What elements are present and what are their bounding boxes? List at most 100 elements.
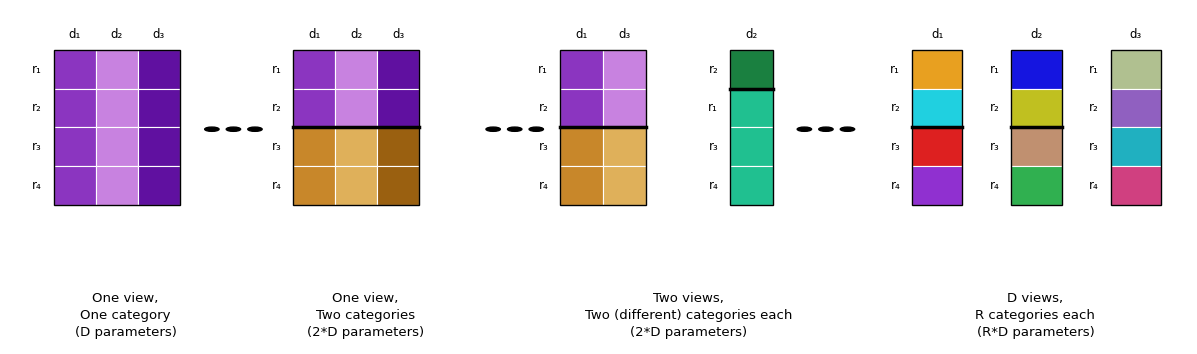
Text: One view,
Two categories
(2*D parameters): One view, Two categories (2*D parameters…	[306, 292, 424, 339]
Text: r₂: r₂	[709, 63, 718, 75]
Text: D views,
R categories each
(R*D parameters): D views, R categories each (R*D paramete…	[976, 292, 1095, 339]
Circle shape	[819, 127, 833, 131]
Bar	[293, 50, 419, 205]
Bar	[54, 50, 96, 88]
Text: r₃: r₃	[272, 141, 281, 153]
Text: r₃: r₃	[891, 141, 900, 153]
Text: r₂: r₂	[32, 102, 42, 114]
Text: r₁: r₁	[32, 63, 42, 75]
Text: r₁: r₁	[709, 102, 718, 114]
Text: d₃: d₃	[152, 28, 165, 41]
Text: d₁: d₁	[68, 28, 81, 41]
Bar	[335, 127, 377, 166]
Bar	[560, 50, 646, 205]
Text: d₃: d₃	[391, 28, 405, 41]
Text: r₄: r₄	[891, 179, 900, 192]
Bar	[730, 166, 773, 205]
Bar	[293, 166, 335, 205]
Circle shape	[529, 127, 543, 131]
Text: r₂: r₂	[539, 102, 548, 114]
Text: r₁: r₁	[272, 63, 281, 75]
Text: r₄: r₄	[272, 179, 281, 192]
Bar	[96, 50, 138, 88]
Bar	[54, 50, 180, 205]
Bar	[1011, 166, 1062, 205]
Bar	[912, 166, 962, 205]
Bar	[138, 88, 180, 127]
Bar	[293, 50, 335, 88]
Text: d₁: d₁	[308, 28, 321, 41]
Bar	[54, 127, 96, 166]
Bar	[335, 50, 377, 88]
Bar	[1011, 50, 1062, 205]
Bar	[603, 50, 646, 88]
Text: d₁: d₁	[931, 28, 943, 41]
Bar	[335, 88, 377, 127]
Circle shape	[248, 127, 262, 131]
Bar	[1111, 88, 1161, 127]
Circle shape	[226, 127, 241, 131]
Bar	[377, 166, 419, 205]
Bar	[138, 50, 180, 88]
Text: r₂: r₂	[272, 102, 281, 114]
Bar	[293, 127, 335, 166]
Text: r₃: r₃	[32, 141, 42, 153]
Text: r₁: r₁	[539, 63, 548, 75]
Text: r₂: r₂	[891, 102, 900, 114]
Circle shape	[508, 127, 522, 131]
Text: r₁: r₁	[891, 63, 900, 75]
Bar	[560, 50, 603, 88]
Text: r₁: r₁	[1089, 63, 1099, 75]
Bar	[1111, 166, 1161, 205]
Bar	[912, 50, 962, 205]
Text: d₃: d₃	[619, 28, 631, 41]
Bar	[96, 127, 138, 166]
Bar	[603, 166, 646, 205]
Bar	[560, 88, 603, 127]
Text: r₄: r₄	[539, 179, 548, 192]
Bar	[1011, 50, 1062, 88]
Bar	[730, 127, 773, 166]
Text: r₄: r₄	[1089, 179, 1099, 192]
Text: r₃: r₃	[1089, 141, 1099, 153]
Bar	[912, 127, 962, 166]
Bar	[377, 127, 419, 166]
Bar	[96, 88, 138, 127]
Text: r₃: r₃	[990, 141, 999, 153]
Bar	[335, 166, 377, 205]
Bar	[730, 88, 773, 127]
Text: r₄: r₄	[32, 179, 42, 192]
Bar	[293, 88, 335, 127]
Text: r₂: r₂	[990, 102, 999, 114]
Bar	[730, 50, 773, 88]
Text: d₂: d₂	[1031, 28, 1043, 41]
Bar	[138, 127, 180, 166]
Bar	[912, 50, 962, 88]
Text: d₂: d₂	[350, 28, 363, 41]
Text: r₃: r₃	[709, 141, 718, 153]
Bar	[1111, 50, 1161, 88]
Text: d₃: d₃	[1130, 28, 1142, 41]
Bar	[603, 127, 646, 166]
Circle shape	[486, 127, 500, 131]
Bar	[603, 88, 646, 127]
Bar	[560, 166, 603, 205]
Bar	[1011, 127, 1062, 166]
Bar	[138, 166, 180, 205]
Text: r₂: r₂	[1089, 102, 1099, 114]
Bar	[1111, 50, 1161, 205]
Text: d₂: d₂	[746, 28, 758, 41]
Circle shape	[205, 127, 219, 131]
Bar	[54, 88, 96, 127]
Circle shape	[840, 127, 855, 131]
Bar	[377, 88, 419, 127]
Text: r₄: r₄	[990, 179, 999, 192]
Text: r₃: r₃	[539, 141, 548, 153]
Bar	[1111, 127, 1161, 166]
Bar	[1011, 88, 1062, 127]
Bar	[377, 50, 419, 88]
Bar	[96, 166, 138, 205]
Text: r₄: r₄	[709, 179, 718, 192]
Circle shape	[797, 127, 812, 131]
Bar	[560, 127, 603, 166]
